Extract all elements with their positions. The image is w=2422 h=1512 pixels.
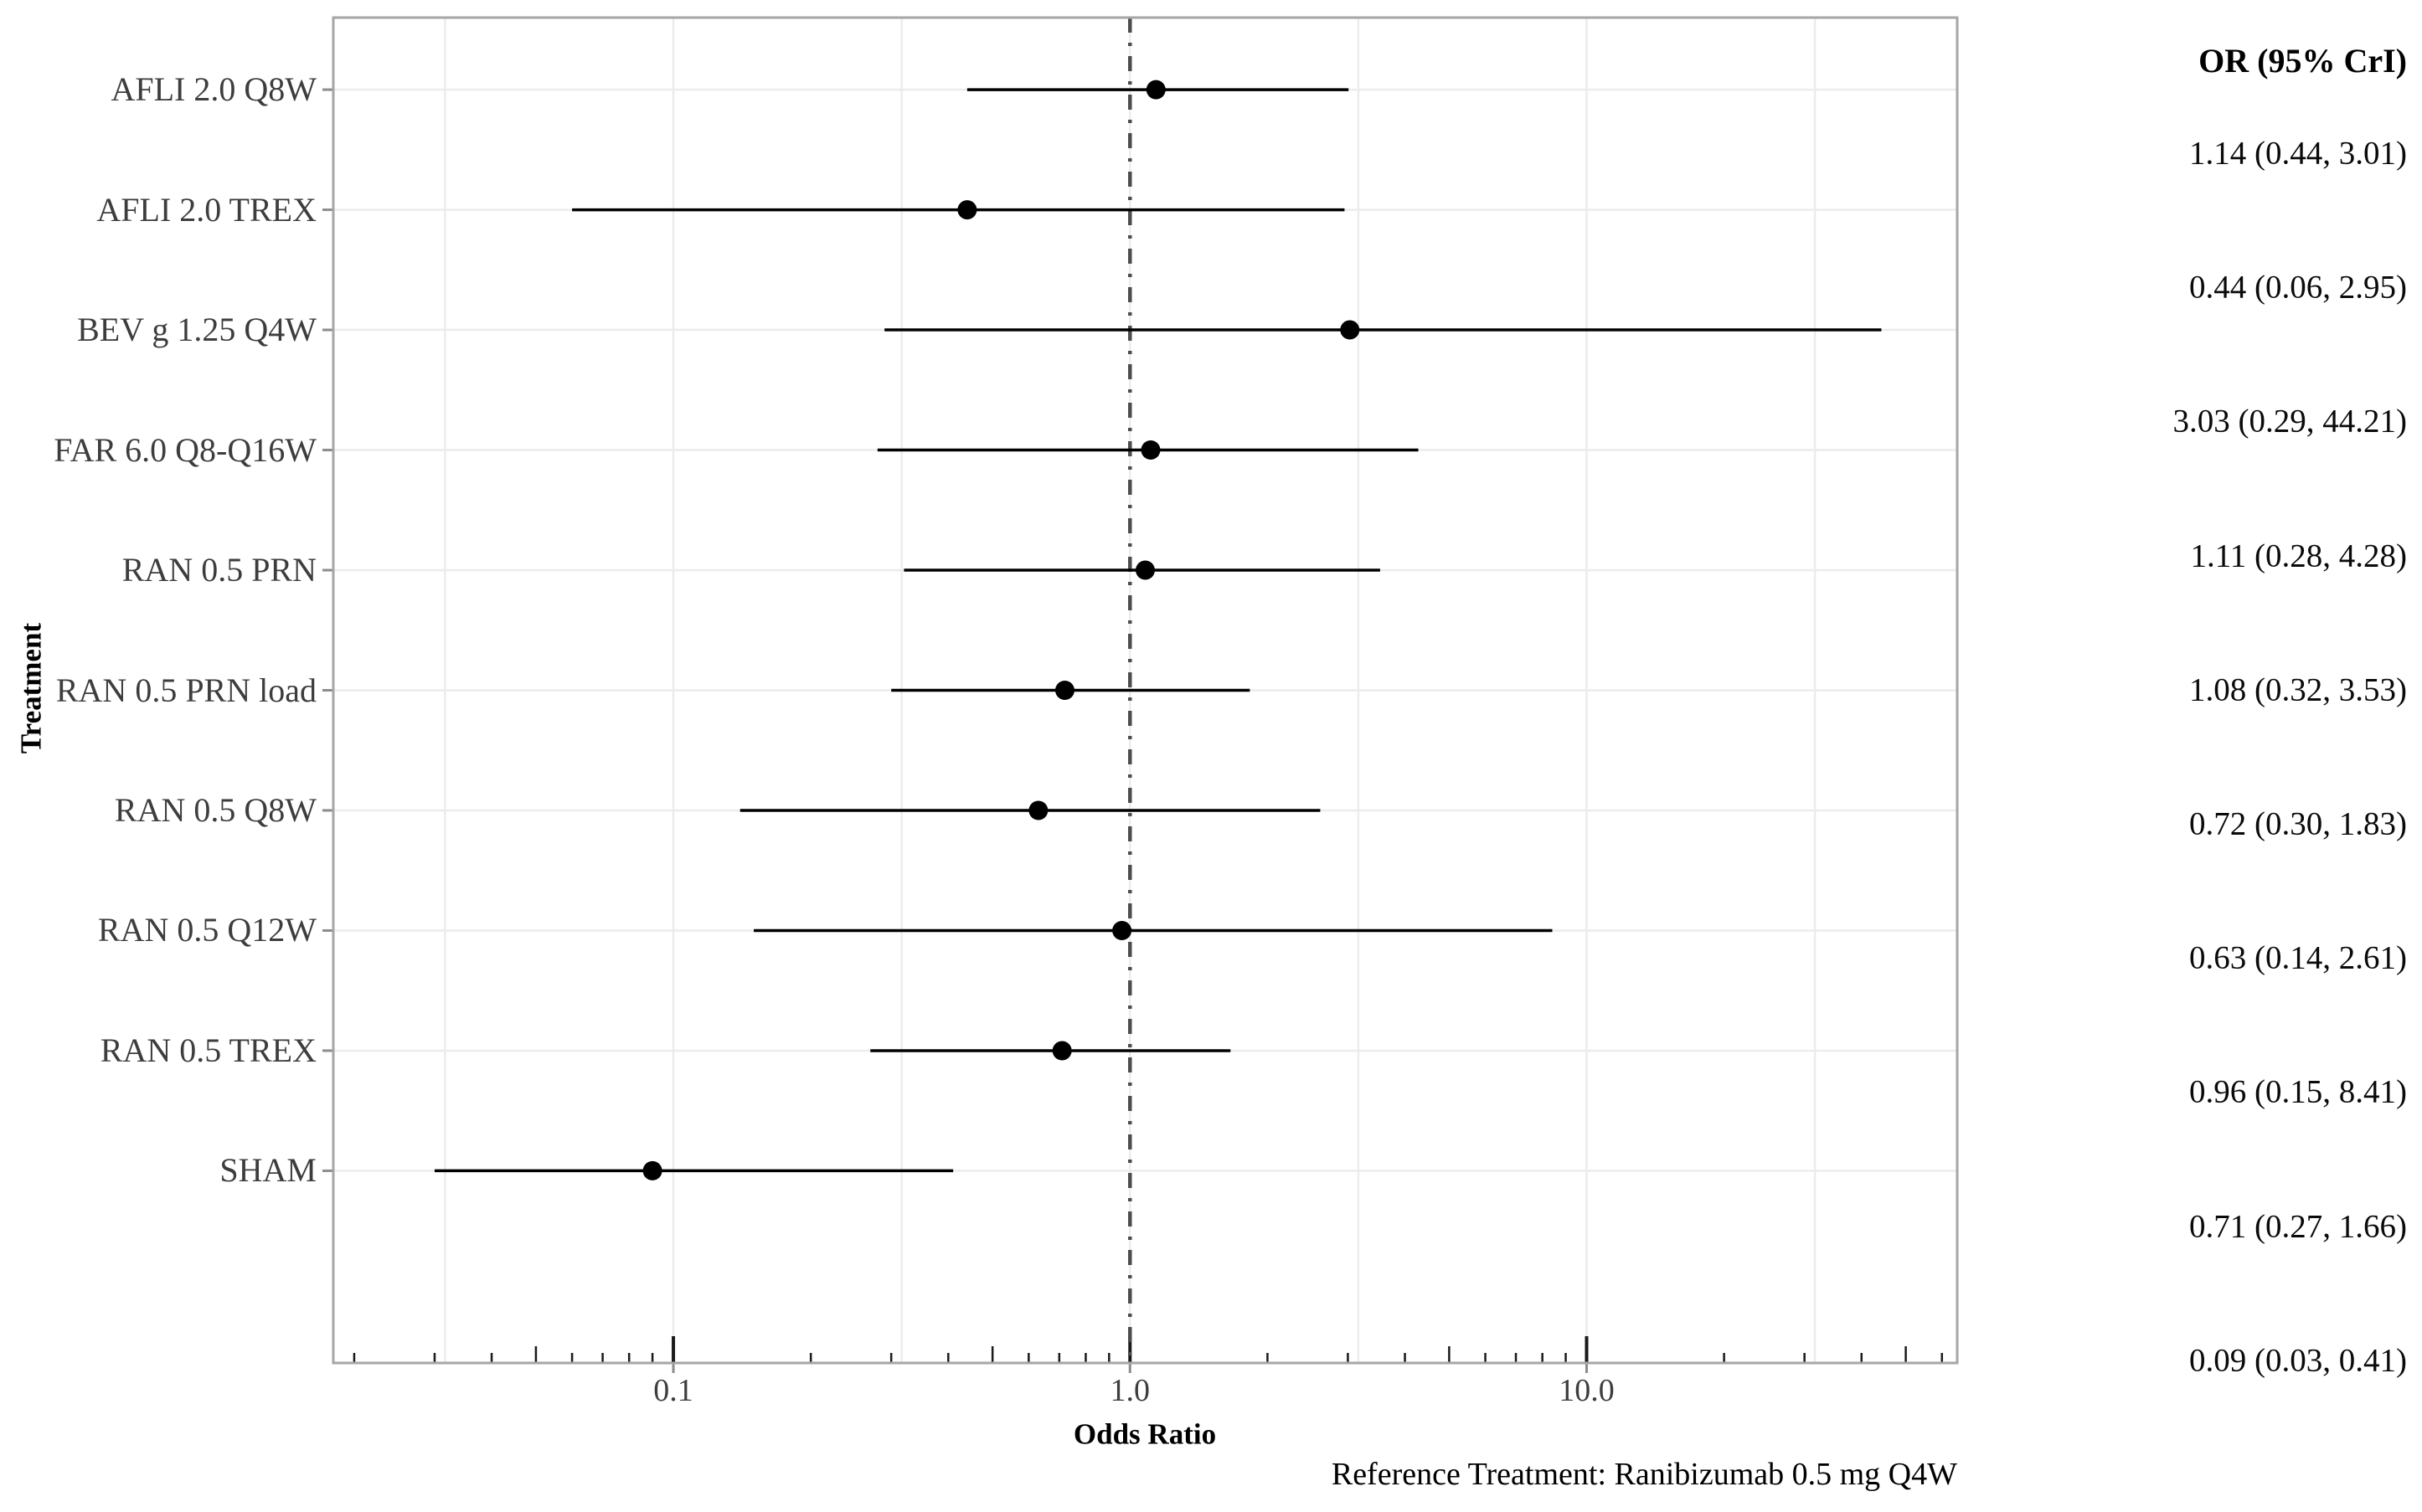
or-point [1146,80,1166,100]
or-ci-value: 1.14 (0.44, 3.01) [2189,135,2407,172]
or-ci-value: 0.63 (0.14, 2.61) [2189,939,2407,976]
or-point [1052,1041,1072,1061]
treatment-label: RAN 0.5 PRN [121,551,317,589]
treatment-label: AFLI 2.0 Q8W [111,70,317,109]
x-tick-label: 1.0 [1110,1373,1151,1408]
treatment-label: RAN 0.5 Q12W [97,911,317,949]
or-ci-value: 0.72 (0.30, 1.83) [2189,805,2407,842]
treatment-label: RAN 0.5 Q8W [114,790,317,829]
or-point [642,1160,662,1180]
or-point [1136,560,1155,580]
x-axis-title: Odds Ratio [1073,1417,1217,1451]
or-column-header: OR (95% CrI) [2198,42,2407,80]
or-ci-value: 3.03 (0.29, 44.21) [2172,403,2407,440]
reference-treatment-note: Reference Treatment: Ranibizumab 0.5 mg … [1331,1457,1957,1492]
or-point [1112,920,1132,940]
or-ci-value: 0.71 (0.27, 1.66) [2189,1208,2407,1245]
x-tick-label: 0.1 [653,1373,693,1408]
panel-border [332,16,1959,1365]
or-point [957,200,977,220]
treatment-label: BEV g 1.25 Q4W [77,311,317,349]
x-tick-label: 10.0 [1559,1373,1615,1408]
or-ci-value: 1.08 (0.32, 3.53) [2189,671,2407,708]
treatment-label: AFLI 2.0 TREX [96,190,317,229]
or-point [1054,681,1074,700]
or-ci-value: 0.44 (0.06, 2.95) [2189,269,2407,306]
or-ci-value: 1.11 (0.28, 4.28) [2190,537,2407,574]
treatment-label: RAN 0.5 TREX [100,1031,317,1069]
y-axis-title: Treatment [14,622,48,754]
or-point [1141,440,1161,460]
or-point [1340,320,1360,340]
treatment-label: SHAM [219,1151,317,1190]
or-ci-value: 0.96 (0.15, 8.41) [2189,1073,2407,1110]
or-ci-value: 0.09 (0.03, 0.41) [2189,1342,2407,1379]
treatment-label: FAR 6.0 Q8-Q16W [54,430,317,469]
or-point [1028,800,1049,820]
treatment-label: RAN 0.5 PRN load [55,671,317,709]
